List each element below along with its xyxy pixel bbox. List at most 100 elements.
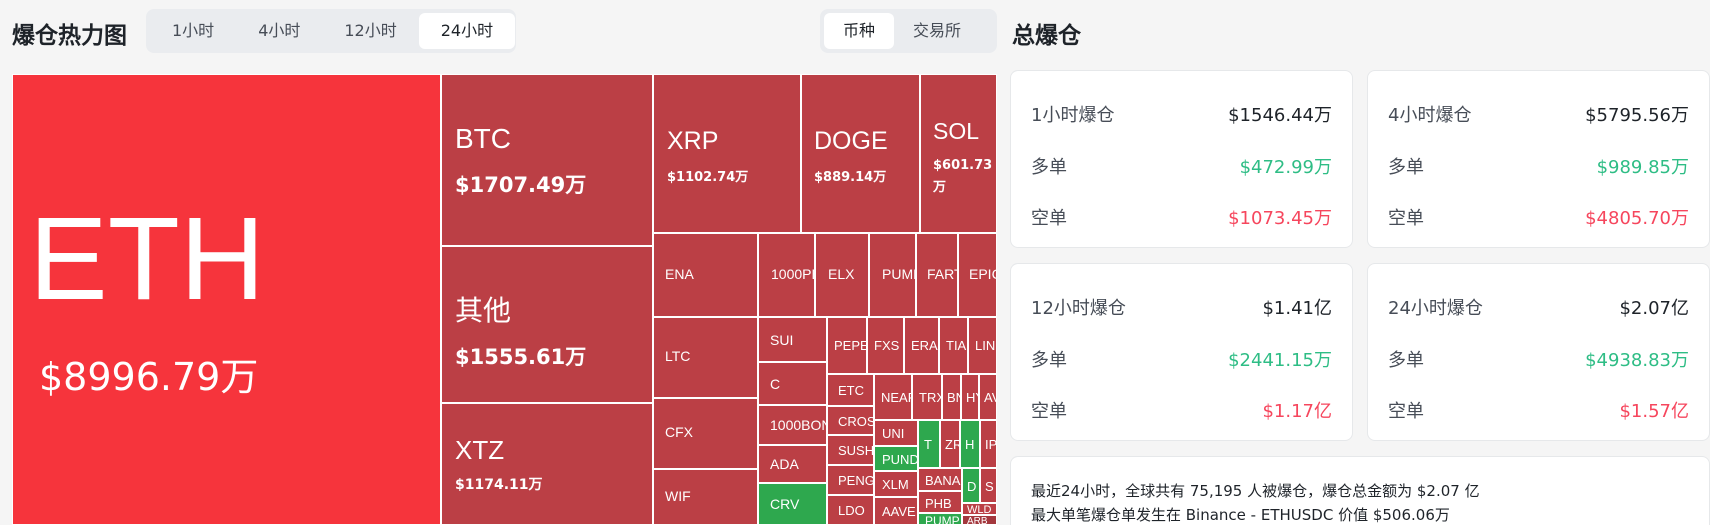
time-range-tabs: 1小时 4小时 12小时 24小时 bbox=[146, 9, 516, 53]
tile-xlm[interactable]: XLM bbox=[874, 471, 918, 497]
tile-1000pepe[interactable]: 1000PEPE bbox=[758, 233, 815, 317]
tile-symbol: LTC bbox=[665, 348, 691, 364]
tile-sol[interactable]: SOL $601.73万 bbox=[920, 74, 997, 233]
stat-card-4h: 4小时爆仓 $5795.56万 多单 $989.85万 空单 $4805.70万 bbox=[1367, 70, 1710, 248]
tab-12h[interactable]: 12小时 bbox=[344, 21, 397, 40]
liquidation-treemap: ETH $8996.79万 BTC $1707.49万 其他 $1555.61万… bbox=[12, 74, 997, 525]
tile-symbol: PUNDIX bbox=[882, 452, 918, 467]
tile-zro[interactable]: ZRO bbox=[940, 420, 960, 468]
tile-epic[interactable]: EPIC bbox=[958, 233, 997, 317]
tile-crv[interactable]: CRV bbox=[758, 483, 827, 525]
stat-card-1h: 1小时爆仓 $1546.44万 多单 $472.99万 空单 $1073.45万 bbox=[1010, 70, 1353, 248]
short-label: 空单 bbox=[1388, 401, 1424, 422]
group-mode-tabs: 币种 交易所 bbox=[820, 9, 997, 53]
tile-s[interactable]: S bbox=[980, 468, 997, 503]
tile-c[interactable]: C bbox=[758, 362, 827, 405]
tile-ldo[interactable]: LDO bbox=[827, 495, 874, 525]
tile-symbol: FARTCOIN bbox=[927, 266, 957, 282]
tile-symbol: ELX bbox=[828, 266, 855, 282]
tile-symbol: FXS bbox=[874, 338, 900, 353]
tile-fartcoin[interactable]: FARTCOIN bbox=[916, 233, 958, 317]
tile-symbol: HYPE bbox=[966, 390, 978, 405]
long-value: $2441.15万 bbox=[1228, 350, 1332, 371]
tile-pundix[interactable]: PUNDIX bbox=[874, 446, 918, 471]
tile-btc[interactable]: BTC $1707.49万 bbox=[441, 74, 653, 246]
stat-card-12h: 12小时爆仓 $1.41亿 多单 $2441.15万 空单 $1.17亿 bbox=[1010, 263, 1353, 441]
stat-card-24h: 24小时爆仓 $2.07亿 多单 $4938.83万 空单 $1.57亿 bbox=[1367, 263, 1710, 441]
tab-coin[interactable]: 币种 bbox=[824, 13, 895, 49]
tile-etc[interactable]: ETC bbox=[827, 374, 874, 406]
tile-xtz[interactable]: XTZ $1174.11万 bbox=[441, 403, 653, 525]
tile-pump[interactable]: PUMP bbox=[869, 233, 916, 317]
tile-symbol: H bbox=[965, 437, 975, 452]
short-label: 空单 bbox=[1388, 208, 1424, 229]
tile-symbol: NEAR bbox=[881, 390, 911, 405]
tile-1000bonk[interactable]: 1000BONK bbox=[758, 405, 827, 445]
tile-symbol: S bbox=[985, 479, 994, 494]
tab-4h[interactable]: 4小时 bbox=[258, 21, 301, 40]
tile-near[interactable]: NEAR bbox=[874, 374, 912, 420]
tab-1h[interactable]: 1小时 bbox=[172, 21, 215, 40]
tile-symbol: XRP bbox=[667, 127, 719, 155]
tile-symbol: 1000BONK bbox=[770, 417, 826, 433]
tile-banana[interactable]: BANANA bbox=[918, 468, 962, 491]
tile-symbol: 1000PEPE bbox=[771, 266, 814, 282]
tile-ena[interactable]: ENA bbox=[653, 233, 758, 317]
tile-symbol: AVAX bbox=[984, 390, 996, 405]
tile-sushi[interactable]: SUSHI bbox=[827, 435, 874, 465]
tile-xrp[interactable]: XRP $1102.74万 bbox=[653, 74, 801, 233]
tile-trx[interactable]: TRX bbox=[912, 374, 942, 420]
tile-symbol: CRV bbox=[770, 496, 800, 512]
tile-t[interactable]: T bbox=[918, 420, 940, 468]
tile-amount: $889.14万 bbox=[814, 170, 887, 185]
tile-uni[interactable]: UNI bbox=[874, 420, 918, 446]
tile-phb[interactable]: PHB bbox=[918, 491, 962, 513]
long-label: 多单 bbox=[1388, 157, 1424, 178]
tile-symbol: LINK bbox=[975, 338, 996, 353]
tile-d[interactable]: D bbox=[962, 468, 980, 503]
tile-ada[interactable]: ADA bbox=[758, 445, 827, 483]
long-value: $4938.83万 bbox=[1585, 350, 1689, 371]
tile-eth[interactable]: ETH $8996.79万 bbox=[12, 74, 441, 525]
tile-symbol: PUMP bbox=[882, 266, 915, 282]
long-label: 多单 bbox=[1388, 350, 1424, 371]
tile-symbol: AAVE bbox=[882, 504, 916, 519]
tile-hype[interactable]: HYPE bbox=[961, 374, 979, 420]
tab-exchange[interactable]: 交易所 bbox=[913, 21, 962, 40]
tile-bnb[interactable]: BNB bbox=[942, 374, 961, 420]
tile-tia[interactable]: TIA bbox=[939, 317, 968, 374]
tile-elx[interactable]: ELX bbox=[815, 233, 869, 317]
tile-pump-2[interactable]: PUMP bbox=[918, 513, 962, 525]
summary-card: 最近24小时，全球共有 75,195 人被爆仓，爆仓总金额为 $2.07 亿 最… bbox=[1010, 456, 1710, 525]
tile-link[interactable]: LINK bbox=[968, 317, 997, 374]
tile-pepe[interactable]: PEPE bbox=[827, 317, 867, 374]
tile-cfx[interactable]: CFX bbox=[653, 398, 758, 469]
tile-symbol: WIF bbox=[665, 488, 691, 504]
long-label: 多单 bbox=[1031, 157, 1067, 178]
tile-others[interactable]: 其他 $1555.61万 bbox=[441, 246, 653, 403]
tile-doge[interactable]: DOGE $889.14万 bbox=[801, 74, 920, 233]
tile-ltc[interactable]: LTC bbox=[653, 317, 758, 398]
tile-wif[interactable]: WIF bbox=[653, 469, 758, 525]
tile-symbol: XLM bbox=[882, 477, 909, 492]
tile-fxs[interactable]: FXS bbox=[867, 317, 904, 374]
tile-era[interactable]: ERA bbox=[904, 317, 939, 374]
tile-amount: $1707.49万 bbox=[455, 173, 587, 197]
tile-symbol: PUMP bbox=[925, 514, 960, 525]
long-value: $472.99万 bbox=[1239, 157, 1332, 178]
tile-symbol: SUSHI bbox=[838, 443, 874, 458]
tile-pengu[interactable]: PENGU bbox=[827, 465, 874, 495]
tab-24h[interactable]: 24小时 bbox=[418, 13, 516, 49]
tile-amount: $1555.61万 bbox=[455, 345, 587, 369]
tile-symbol: 其他 bbox=[455, 295, 512, 326]
tile-aave[interactable]: AAVE bbox=[874, 497, 918, 525]
tile-symbol: PENGU bbox=[838, 473, 874, 488]
tile-h[interactable]: H bbox=[960, 420, 980, 468]
tile-cross[interactable]: CROSS bbox=[827, 406, 874, 435]
tile-wld[interactable]: WLD bbox=[962, 503, 997, 515]
tile-symbol: SUI bbox=[770, 332, 794, 348]
tile-avax[interactable]: AVAX bbox=[979, 374, 997, 420]
tile-arb[interactable]: ARB bbox=[962, 515, 997, 525]
tile-ip[interactable]: IP bbox=[980, 420, 997, 468]
tile-sui[interactable]: SUI bbox=[758, 317, 827, 362]
